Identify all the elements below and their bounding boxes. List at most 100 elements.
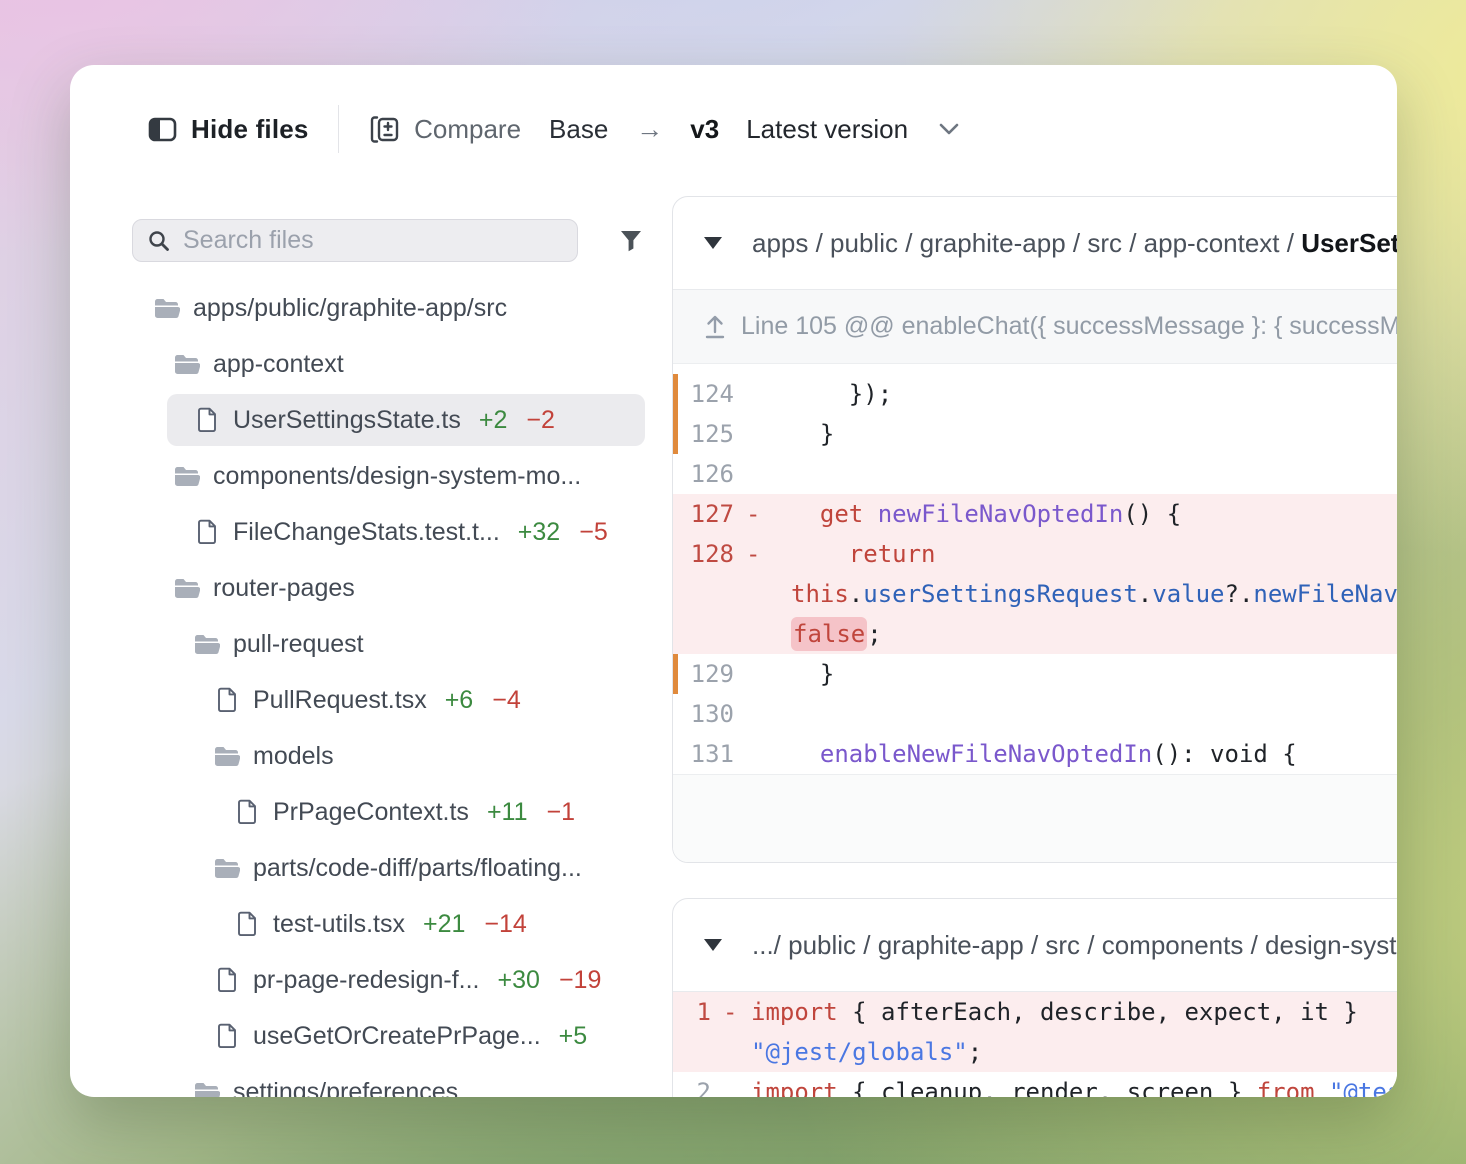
diff-line[interactable]: 131 enableNewFileNavOptedIn(): void {	[673, 734, 1397, 774]
compare-label: Compare	[414, 113, 522, 144]
tree-folder-row[interactable]: parts/code-diff/parts/floating...	[70, 840, 660, 896]
line-number-gutter[interactable]: 130	[673, 694, 791, 734]
hide-files-label: Hide files	[191, 113, 309, 144]
code-text: }	[791, 420, 835, 448]
tree-item-label: settings/preferences	[233, 1077, 459, 1098]
tree-folder-row[interactable]: pull-request	[70, 616, 660, 672]
line-number: 1	[696, 998, 711, 1026]
folder-icon	[173, 465, 200, 487]
diff-file-path: apps / public / graphite-app / src / app…	[752, 228, 1397, 259]
code-text: });	[791, 380, 893, 408]
deletion-mark: -	[746, 540, 761, 568]
tree-file-row[interactable]: FileChangeStats.test.t... +32 −5	[70, 504, 660, 560]
compare-arrow: →	[636, 113, 664, 144]
compare-selector[interactable]: Compare Base → v3 Latest version	[368, 113, 960, 146]
line-number: 127	[690, 500, 734, 528]
tree-item-label: useGetOrCreatePrPage...	[253, 1021, 541, 1050]
collapse-triangle-icon[interactable]	[704, 939, 722, 951]
line-number-gutter[interactable]: 131	[673, 734, 791, 774]
diff-line[interactable]: 129 }	[673, 654, 1397, 694]
deletion-mark: -	[746, 500, 761, 528]
line-number-gutter[interactable]: 125	[673, 414, 791, 454]
diff-line[interactable]: 130	[673, 694, 1397, 734]
file-icon	[233, 911, 260, 937]
tree-item-label: PrPageContext.ts	[273, 797, 469, 826]
diff-line[interactable]: 124 });	[673, 374, 1397, 414]
file-tree: apps/public/graphite-app/src app-context U…	[70, 280, 660, 1097]
folder-icon	[173, 353, 200, 375]
file-icon	[213, 687, 240, 713]
line-number: 125	[690, 420, 734, 448]
tree-item-label: UserSettingsState.ts	[233, 405, 461, 434]
diff-file-header[interactable]: apps / public / graphite-app / src / app…	[673, 197, 1397, 290]
file-icon	[213, 967, 240, 993]
folder-icon	[213, 745, 240, 767]
filter-icon[interactable]	[617, 227, 645, 255]
file-icon	[213, 1023, 240, 1049]
line-number: 2	[696, 1078, 711, 1097]
added-lines-stat: +32	[517, 517, 561, 546]
tree-file-row[interactable]: UserSettingsState.ts +2 −2	[70, 392, 660, 448]
line-number: 124	[690, 380, 734, 408]
collapse-triangle-icon[interactable]	[704, 237, 722, 249]
diff-file-header[interactable]: .../ public / graphite-app / src / compo…	[673, 899, 1397, 992]
tree-file-row[interactable]: pr-page-redesign-f... +30 −19	[70, 952, 660, 1008]
tree-file-row[interactable]: test-utils.tsx +21 −14	[70, 896, 660, 952]
line-number: 130	[690, 700, 734, 728]
compare-base-value: Base	[549, 113, 609, 144]
code-text: "@jest/globals";	[751, 1038, 983, 1066]
diff-line[interactable]: 127- get newFileNavOptedIn() {	[673, 494, 1397, 534]
change-marker	[673, 654, 678, 694]
tree-folder-row[interactable]: app-context	[70, 336, 660, 392]
change-marker	[673, 414, 678, 454]
line-number-gutter[interactable]: 124	[673, 374, 791, 414]
line-number: 126	[690, 460, 734, 488]
added-lines-stat: +2	[478, 405, 508, 434]
line-number-gutter[interactable]	[673, 574, 791, 614]
line-number-gutter[interactable]	[673, 1032, 751, 1072]
code-text: this.userSettingsRequest.value?.newFileN…	[791, 580, 1397, 608]
diff-line[interactable]: 125 }	[673, 414, 1397, 454]
line-number-gutter[interactable]: 128-	[673, 534, 791, 574]
line-number: 131	[690, 740, 734, 768]
tree-folder-row[interactable]: router-pages	[70, 560, 660, 616]
expand-hunk-bar[interactable]: Line 105 @@ enableChat({ successMessage …	[673, 290, 1397, 364]
tree-folder-row[interactable]: models	[70, 728, 660, 784]
tree-file-row[interactable]: PrPageContext.ts +11 −1	[70, 784, 660, 840]
added-lines-stat: +21	[422, 909, 466, 938]
line-number-gutter[interactable]: 126	[673, 454, 791, 494]
tree-file-row[interactable]: PullRequest.tsx +6 −4	[70, 672, 660, 728]
diff-line[interactable]: 126	[673, 454, 1397, 494]
selected-row-highlight	[167, 394, 645, 446]
line-number: 128	[690, 540, 734, 568]
line-number-gutter[interactable]: 1-	[673, 992, 751, 1032]
diff-file-path: .../ public / graphite-app / src / compo…	[752, 929, 1397, 960]
tree-item-label: pr-page-redesign-f...	[253, 965, 480, 994]
tree-item-label: app-context	[213, 349, 344, 378]
diff-line[interactable]: 2 import { cleanup, render, screen } from…	[673, 1072, 1397, 1097]
diff-line[interactable]: 1- import { afterEach, describe, expect, …	[673, 992, 1397, 1072]
diff-footer	[673, 774, 1397, 862]
search-input[interactable]	[183, 226, 563, 255]
tree-folder-row[interactable]: settings/preferences	[70, 1064, 660, 1097]
diff-panels: apps / public / graphite-app / src / app…	[672, 65, 1397, 1097]
line-number-gutter[interactable]: 127-	[673, 494, 791, 534]
tree-file-row[interactable]: useGetOrCreatePrPage... +5	[70, 1008, 660, 1064]
tree-item-label: pull-request	[233, 629, 364, 658]
tree-item-label: FileChangeStats.test.t...	[233, 517, 500, 546]
line-number-gutter[interactable]: 2	[673, 1072, 751, 1097]
tree-item-label: apps/public/graphite-app/src	[193, 293, 508, 322]
deleted-lines-stat: −14	[484, 909, 527, 938]
diff-line[interactable]: 128- return this.userSettingsRequest.valu…	[673, 534, 1397, 654]
file-search-box[interactable]	[132, 219, 578, 262]
hide-files-button[interactable]: Hide files	[147, 114, 309, 145]
tree-folder-row[interactable]: apps/public/graphite-app/src	[70, 280, 660, 336]
tree-item-label: PullRequest.tsx	[253, 685, 427, 714]
line-number-gutter[interactable]: 129	[673, 654, 791, 694]
tree-folder-row[interactable]: components/design-system-mo...	[70, 448, 660, 504]
added-lines-stat: +5	[558, 1021, 588, 1050]
added-lines-stat: +11	[486, 797, 528, 826]
line-number-gutter[interactable]	[673, 614, 791, 654]
compare-version-name: Latest version	[746, 113, 909, 144]
code-text: }	[791, 660, 835, 688]
